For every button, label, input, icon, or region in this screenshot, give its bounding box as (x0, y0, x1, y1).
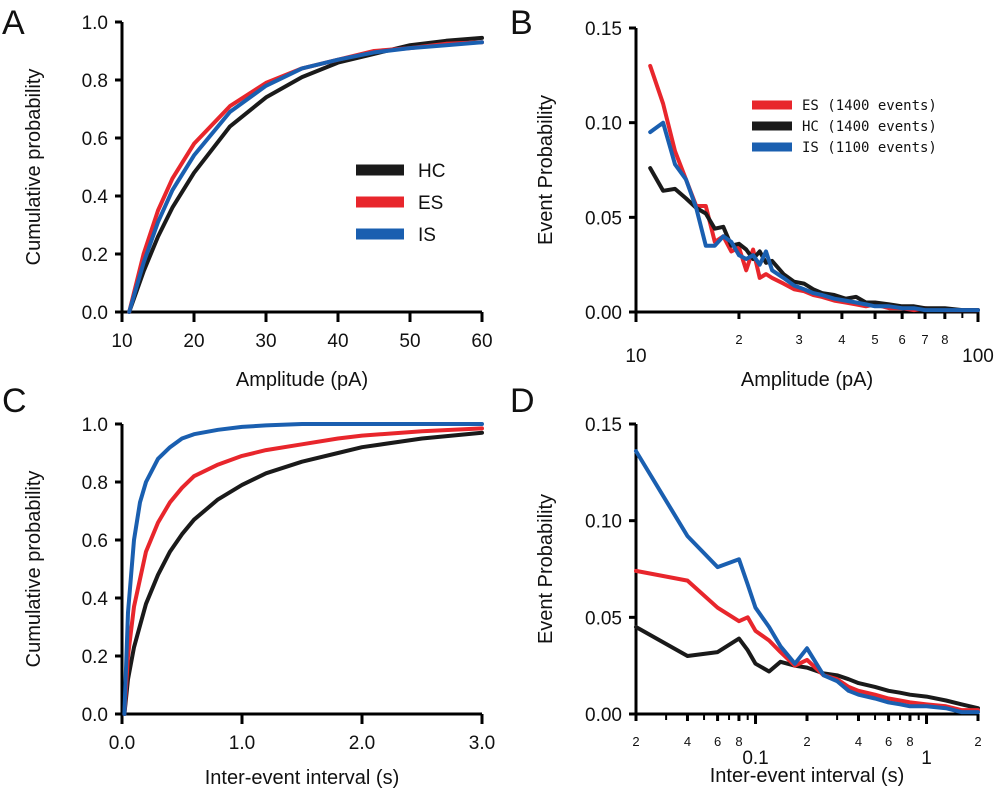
legend-label-hc: HC (1400 events) (802, 119, 937, 135)
y-tick-label: 0.05 (585, 208, 622, 229)
y-tick-label: 0.15 (585, 415, 622, 436)
x-tick-label: 3 (796, 332, 803, 347)
y-tick-label: 0.4 (82, 187, 109, 208)
x-axis-title-c: Inter-event interval (s) (205, 767, 400, 789)
legend-label-hc: HC (418, 161, 445, 182)
y-tick-label: 0.6 (82, 129, 108, 150)
legend-label-is: IS (1100 events) (802, 140, 937, 156)
series-line-es-c (122, 426, 484, 716)
y-tick-label: 0.00 (585, 303, 622, 324)
legend-label-es: ES (1400 events) (802, 98, 937, 114)
y-axis-title-d: Event Probability (535, 494, 557, 644)
x-tick-label: 8 (941, 332, 948, 347)
x-tick-label: 30 (255, 331, 276, 352)
x-tick-label: 8 (906, 734, 913, 749)
series-line-hc-c (122, 430, 484, 716)
x-axis-title-b: Amplitude (pA) (741, 369, 873, 391)
y-axis-title-b: Event Probability (535, 95, 557, 245)
y-tick-label: 0.0 (82, 303, 108, 324)
x-tick-label: 6 (885, 734, 892, 749)
x-tick-label: 40 (327, 331, 348, 352)
y-tick-label: 0.05 (585, 608, 622, 629)
x-tick-label: 1.0 (229, 733, 255, 754)
y-tick-label: 0.4 (82, 589, 109, 610)
x-tick-label: 0.1 (742, 748, 768, 769)
x-tick-label: 6 (899, 332, 906, 347)
y-tick-label: 0.8 (82, 71, 108, 92)
panel-letter-a: A (2, 4, 25, 42)
y-tick-label: 0.2 (82, 245, 108, 266)
x-tick-label: 2 (803, 734, 810, 749)
x-tick-label: 3.0 (469, 733, 495, 754)
series-line-is-a (127, 40, 484, 314)
series-line-hc-d (634, 625, 980, 711)
y-tick-label: 0.6 (82, 531, 108, 552)
y-tick-label: 0.8 (82, 473, 108, 494)
x-tick-label: 2.0 (349, 733, 375, 754)
y-tick-label: 0.10 (585, 512, 622, 533)
series-line-hc-a (127, 35, 484, 314)
x-tick-label: 8 (735, 734, 742, 749)
y-axis-title-c: Cumulative probability (23, 471, 45, 668)
x-tick-label: 4 (838, 332, 845, 347)
x-tick-label: 60 (471, 331, 492, 352)
series-line-is-c (122, 422, 484, 716)
y-tick-label: 1.0 (82, 13, 108, 34)
x-tick-label: 1 (921, 748, 932, 769)
x-tick-label: 4 (684, 734, 691, 749)
series-line-is-d (634, 449, 980, 715)
y-axis-title-a: Cumulative probability (23, 69, 45, 266)
legend-label-is: IS (418, 225, 436, 246)
x-tick-label: 100 (962, 346, 994, 367)
x-axis-title-a: Amplitude (pA) (236, 369, 368, 391)
x-tick-label: 0.0 (109, 733, 135, 754)
x-tick-label: 2 (632, 734, 639, 749)
x-tick-label: 10 (111, 331, 132, 352)
legend-label-es: ES (418, 193, 443, 214)
y-tick-label: 0.2 (82, 647, 108, 668)
x-tick-label: 4 (855, 734, 862, 749)
x-tick-label: 2 (735, 332, 742, 347)
chart-panel-b: 0.00 0.05 0.10 0.15 10 2 3 4 5 6 7 8 100 Amplitude (p… (535, 19, 994, 391)
series-line-es-d (634, 568, 980, 713)
series-line-hc-b (648, 166, 980, 313)
y-tick-label: 1.0 (82, 415, 108, 436)
chart-panel-a: 0.0 0.2 0.4 0.6 0.8 1.0 10 20 30 40 50 60 Amplitude … (23, 13, 493, 391)
chart-panel-c: 0.0 0.2 0.4 0.6 0.8 1.0 0.0 1.0 2.0 3.0 Inter-even… (23, 415, 495, 789)
chart-panel-d: 0.000.050.100.152 4 6 80.12 4 6 812Inter-event… (535, 415, 982, 787)
panel-letter-c: C (2, 382, 27, 420)
y-tick-label: 0.10 (585, 114, 622, 135)
panel-letter-b: B (510, 4, 533, 42)
x-tick-label: 20 (183, 331, 204, 352)
x-tick-label: 5 (871, 332, 878, 347)
panel-letter-d: D (510, 382, 535, 420)
y-tick-label: 0.00 (585, 705, 622, 726)
x-tick-label: 7 (921, 332, 928, 347)
y-tick-label: 0.0 (82, 705, 108, 726)
x-tick-label: 6 (714, 734, 721, 749)
x-axis-title-d: Inter-event interval (s) (710, 765, 905, 787)
x-tick-label: 50 (399, 331, 420, 352)
y-tick-label: 0.15 (585, 19, 622, 40)
series-line-is-b (648, 120, 980, 313)
x-tick-label: 2 (974, 734, 981, 749)
x-tick-label: 10 (625, 346, 646, 367)
